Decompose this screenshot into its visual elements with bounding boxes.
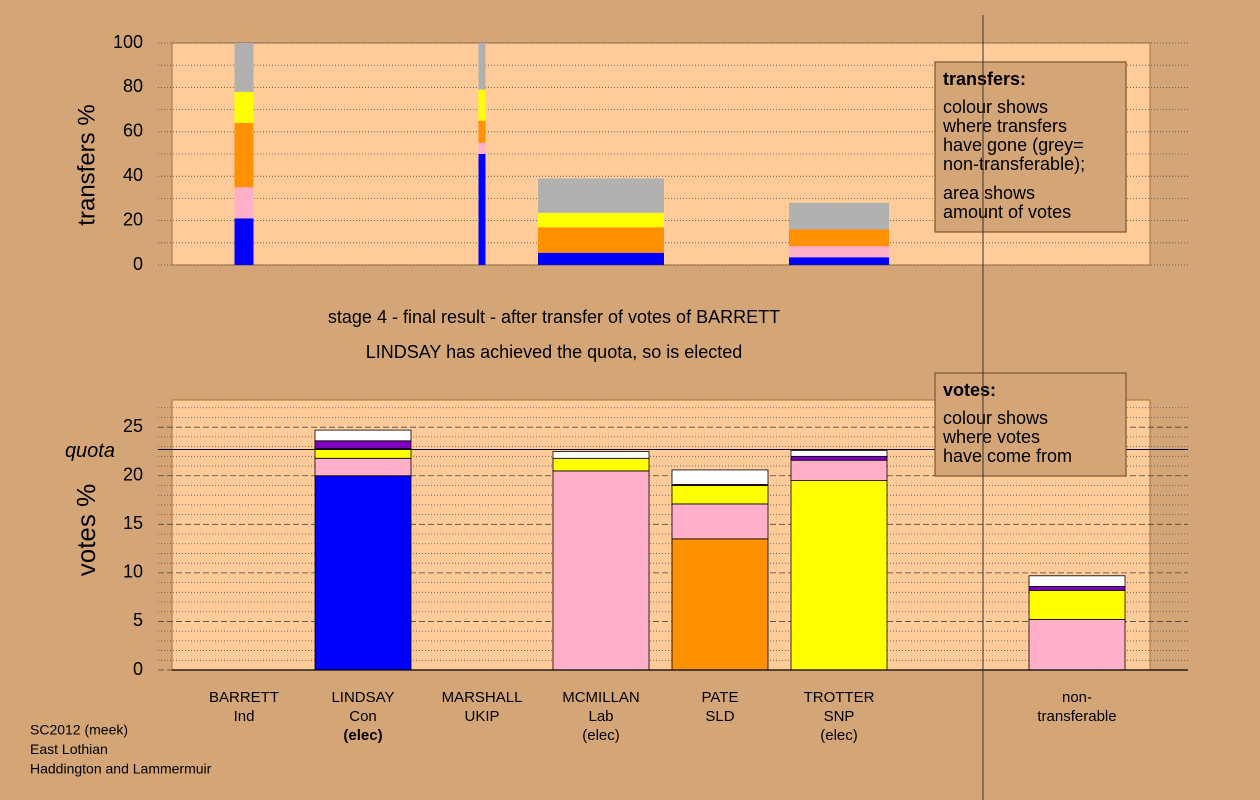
bar-segment bbox=[478, 142, 486, 154]
legend-box bbox=[934, 372, 1127, 477]
bar-segment bbox=[234, 43, 254, 92]
x-tick-label: TROTTER bbox=[804, 689, 875, 706]
legend-text: have gone (grey= bbox=[943, 135, 1084, 155]
bar-segment bbox=[552, 451, 650, 459]
y-tick-label: 15 bbox=[123, 513, 143, 533]
x-tick-label: UKIP bbox=[464, 708, 499, 725]
legend-text: non-transferable); bbox=[943, 154, 1085, 174]
x-tick-label: LINDSAY bbox=[331, 689, 394, 706]
legend-title: votes: bbox=[943, 380, 996, 400]
bar-segment bbox=[671, 469, 769, 485]
y-tick-label: 20 bbox=[123, 465, 143, 485]
bar-segment bbox=[478, 154, 486, 265]
legend-text: where votes bbox=[942, 427, 1040, 447]
x-tick-label: SNP bbox=[824, 708, 855, 725]
x-tick-label: Ind bbox=[234, 708, 255, 725]
x-tick-label: MCMILLAN bbox=[562, 689, 640, 706]
y-tick-label: 5 bbox=[133, 610, 143, 630]
legend-text: have come from bbox=[943, 446, 1072, 466]
x-tick-label: Lab bbox=[588, 708, 613, 725]
x-tick-label: BARRETT bbox=[209, 689, 279, 706]
y-tick-label: 100 bbox=[113, 32, 143, 52]
status-label: (elec) bbox=[820, 727, 858, 744]
legend-text: colour shows bbox=[943, 408, 1048, 428]
bar-segment bbox=[234, 187, 254, 219]
bar-segment bbox=[538, 212, 664, 228]
bar-segment bbox=[234, 91, 254, 123]
y-tick-label: 80 bbox=[123, 76, 143, 96]
bar-segment bbox=[1028, 619, 1126, 671]
x-tick-label: PATE bbox=[702, 689, 739, 706]
legend-title: transfers: bbox=[943, 69, 1026, 89]
bar-segment bbox=[538, 252, 664, 265]
status-label: (elec) bbox=[582, 727, 620, 744]
footer-text: SC2012 (meek) bbox=[30, 722, 128, 738]
y-tick-label: 20 bbox=[123, 209, 143, 229]
bar-segment bbox=[789, 246, 889, 258]
legend-text: colour shows bbox=[943, 97, 1048, 117]
x-tick-label: MARSHALL bbox=[442, 689, 523, 706]
y-axis-title: votes % bbox=[71, 484, 101, 577]
legend-text: area shows bbox=[943, 183, 1035, 203]
y-tick-label: 25 bbox=[123, 416, 143, 436]
bar-segment bbox=[1028, 586, 1126, 591]
bar-segment bbox=[552, 457, 650, 472]
bar-segment bbox=[790, 459, 888, 482]
bar-segment bbox=[671, 538, 769, 671]
y-tick-label: 60 bbox=[123, 121, 143, 141]
bar-segment bbox=[314, 457, 412, 477]
y-axis-title: transfers % bbox=[73, 104, 100, 225]
bar-segment bbox=[538, 227, 664, 253]
bar-segment bbox=[790, 450, 888, 457]
bar-segment bbox=[789, 229, 889, 247]
x-tick-label: Con bbox=[349, 708, 377, 725]
bar-segment bbox=[1028, 589, 1126, 620]
x-tick-label: non- bbox=[1062, 689, 1092, 706]
caption: LINDSAY has achieved the quota, so is el… bbox=[366, 342, 743, 362]
footer-text: East Lothian bbox=[30, 741, 108, 757]
bar-segment bbox=[234, 218, 254, 265]
y-tick-label: 0 bbox=[133, 659, 143, 679]
bar-segment bbox=[478, 43, 486, 90]
bar-segment bbox=[314, 429, 412, 442]
bar-segment bbox=[314, 440, 412, 449]
y-tick-label: 0 bbox=[133, 254, 143, 274]
bar-segment bbox=[671, 503, 769, 540]
status-label: (elec) bbox=[343, 727, 382, 744]
bar-segment bbox=[1028, 575, 1126, 587]
bar-segment bbox=[671, 485, 769, 505]
bar-segment bbox=[538, 178, 664, 213]
bar-segment bbox=[478, 89, 486, 121]
bar-segment bbox=[234, 122, 254, 188]
x-tick-label: transferable bbox=[1037, 708, 1116, 725]
bar-segment bbox=[314, 475, 412, 671]
bar-segment bbox=[552, 470, 650, 671]
bar-segment bbox=[790, 480, 888, 671]
legend-box bbox=[934, 61, 1127, 233]
legend-text: where transfers bbox=[942, 116, 1067, 136]
quota-label: quota bbox=[65, 440, 115, 462]
bar-segment bbox=[478, 120, 486, 143]
y-tick-label: 40 bbox=[123, 165, 143, 185]
bar-segment bbox=[790, 455, 888, 461]
bar-segment bbox=[789, 202, 889, 230]
caption: stage 4 - final result - after transfer … bbox=[328, 307, 780, 327]
bar-segment bbox=[789, 257, 889, 265]
footer-text: Haddington and Lammermuir bbox=[30, 761, 212, 777]
legend-text: amount of votes bbox=[943, 202, 1071, 222]
y-tick-label: 10 bbox=[123, 562, 143, 582]
x-tick-label: SLD bbox=[705, 708, 734, 725]
